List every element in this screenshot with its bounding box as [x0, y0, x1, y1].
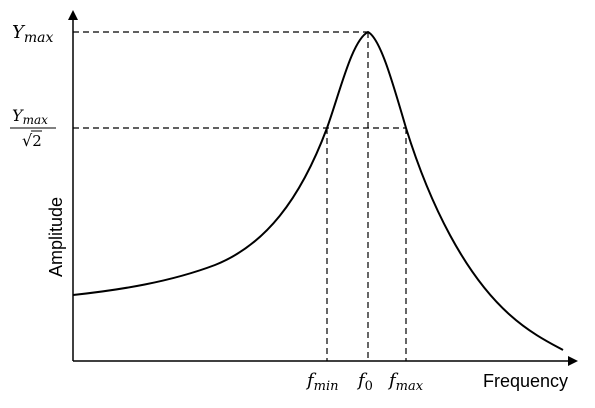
ymax-label-sub: max	[24, 30, 54, 46]
fmax-label-sub: max	[396, 379, 424, 394]
x-axis-label: Frequency	[483, 371, 568, 391]
half-power-root-sign: √	[22, 131, 33, 150]
fmax-label: fmax	[387, 370, 424, 394]
half-power-denominator: √2	[22, 131, 42, 150]
half-power-numerator-sub: max	[23, 113, 49, 127]
y-axis-label: Amplitude	[46, 197, 66, 277]
half-power-numerator: Ymax	[12, 106, 48, 127]
ymax-label: Ymax	[12, 22, 54, 46]
f0-label-sub: 0	[365, 379, 373, 394]
fmin-label: fmin	[305, 370, 339, 394]
half-power-numerator-main: Y	[12, 106, 24, 125]
resonance-curve	[72, 30, 564, 351]
fmin-label-sub: min	[314, 379, 339, 394]
ymax-label-main: Y	[12, 22, 26, 43]
half-power-root-value: 2	[32, 132, 42, 150]
f0-label: f0	[356, 370, 373, 394]
